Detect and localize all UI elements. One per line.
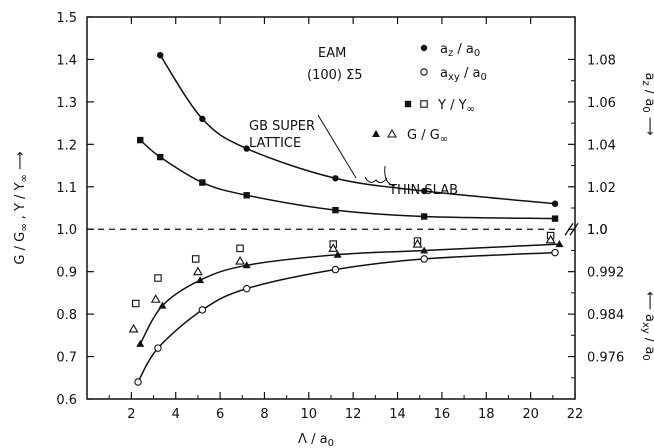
- data-point: [157, 153, 164, 161]
- data-point: [551, 248, 559, 257]
- pointer-super-lattice: [317, 114, 357, 179]
- annotation-thin-slab: THIN SLAB: [388, 183, 458, 198]
- data-point: [235, 255, 246, 265]
- data-point: [137, 136, 144, 144]
- y-right-tick-label: 1.0: [587, 223, 608, 238]
- data-point: [199, 115, 206, 123]
- x-axis-label: Λ / a0: [298, 432, 334, 448]
- legend-marker: [387, 128, 397, 138]
- legend-label: Y / Y∞: [437, 98, 475, 115]
- data-point: [420, 255, 428, 263]
- legend-marker: [420, 100, 428, 108]
- y-right-tick-label: 1.06: [587, 96, 616, 111]
- data-point: [551, 215, 559, 222]
- data-point: [242, 261, 251, 269]
- x-tick-label: 8: [260, 407, 268, 422]
- x-tick-label: 10: [301, 407, 318, 422]
- y-tick-label: 1.1: [56, 181, 77, 196]
- y-right-tick-label: 0.976: [587, 351, 624, 366]
- legend: az / a0 axy / a0 Y / Y∞ G / G∞: [372, 42, 487, 145]
- y-tick-label: 1.2: [56, 138, 77, 153]
- data-point: [128, 323, 139, 333]
- data-point: [551, 200, 559, 207]
- legend-label: axy / a0: [440, 66, 487, 83]
- data-point: [555, 240, 564, 248]
- data-point: [158, 301, 167, 309]
- data-point: [328, 243, 339, 252]
- data-point: [420, 213, 428, 220]
- data-point: [332, 175, 339, 182]
- x-tick-label: 4: [172, 407, 180, 422]
- y-right-reference-label: 1.0: [587, 223, 608, 238]
- x-tick-label: 20: [522, 407, 539, 422]
- annotation-super-lattice-line1: GB SUPER: [249, 119, 315, 134]
- legend-marker: [372, 130, 380, 137]
- data-point: [150, 294, 161, 303]
- series-curve: [139, 243, 560, 345]
- y-tick-label: 1.5: [56, 11, 77, 26]
- y-tick-label: 1.0: [56, 223, 77, 238]
- data-point: [420, 246, 429, 254]
- data-point: [154, 344, 162, 352]
- y-tick-label: 0.9: [56, 266, 77, 281]
- x-tick-label: 2: [127, 407, 135, 422]
- data-point: [236, 244, 244, 253]
- axis-break: [564, 222, 579, 236]
- y-tick-label: 1.4: [56, 53, 77, 68]
- data-point: [199, 179, 206, 186]
- y-tick-label: 0.8: [56, 308, 77, 323]
- legend-marker: [420, 68, 428, 76]
- x-tick-label: 12: [345, 407, 362, 422]
- y-tick-label: 0.7: [56, 351, 77, 366]
- x-tick-label: 18: [478, 407, 495, 422]
- pointer-bracket: [364, 176, 388, 184]
- x-tick-label: 16: [434, 407, 451, 422]
- x-tick-label: 22: [567, 407, 584, 422]
- annotation-super-lattice-line2: LATTICE: [249, 136, 301, 151]
- data-point: [192, 266, 203, 276]
- data-point: [196, 276, 205, 284]
- data-point: [198, 306, 207, 314]
- data-point: [333, 250, 342, 258]
- annotation-potential: EAM: [318, 46, 346, 61]
- data-point: [243, 192, 250, 199]
- legend-marker: [420, 44, 428, 52]
- data-point: [332, 206, 339, 214]
- data-point: [331, 265, 340, 274]
- data-point: [412, 238, 423, 248]
- data-point: [243, 145, 250, 152]
- y-right-tick-label: 1.08: [587, 53, 616, 68]
- data-point: [545, 234, 556, 244]
- y-right-tick-label: 0.992: [587, 266, 624, 281]
- data-point: [136, 339, 145, 347]
- pointer-thin-slab: [384, 165, 396, 187]
- x-tick-label: 14: [389, 407, 406, 422]
- x-tick-label: 6: [216, 407, 224, 422]
- legend-label: az / a0: [440, 42, 480, 59]
- y-right-tick-label: 1.02: [587, 181, 616, 196]
- y-left-axis-label: G / G∞ , Y / Y∞ ⟶: [13, 151, 30, 264]
- data-point: [420, 187, 428, 195]
- legend-label: G / G∞: [407, 128, 448, 145]
- y-tick-label: 1.3: [56, 96, 77, 111]
- data-point: [191, 255, 200, 263]
- y-right-tick-label: 1.04: [587, 138, 616, 153]
- data-point: [242, 284, 251, 293]
- y-right-upper-label: āz / a0 ⟶: [640, 73, 654, 136]
- legend-marker: [404, 100, 412, 108]
- y-right-tick-label: 0.984: [587, 308, 624, 323]
- data-point: [132, 299, 140, 308]
- y-right-lower-label: ⟵ āxy / a0: [640, 291, 654, 361]
- annotation-boundary: (100) Σ5: [307, 68, 363, 83]
- y-tick-label: 0.6: [56, 393, 77, 408]
- data-point: [157, 52, 164, 59]
- data-point: [134, 378, 142, 386]
- data-point: [154, 274, 162, 282]
